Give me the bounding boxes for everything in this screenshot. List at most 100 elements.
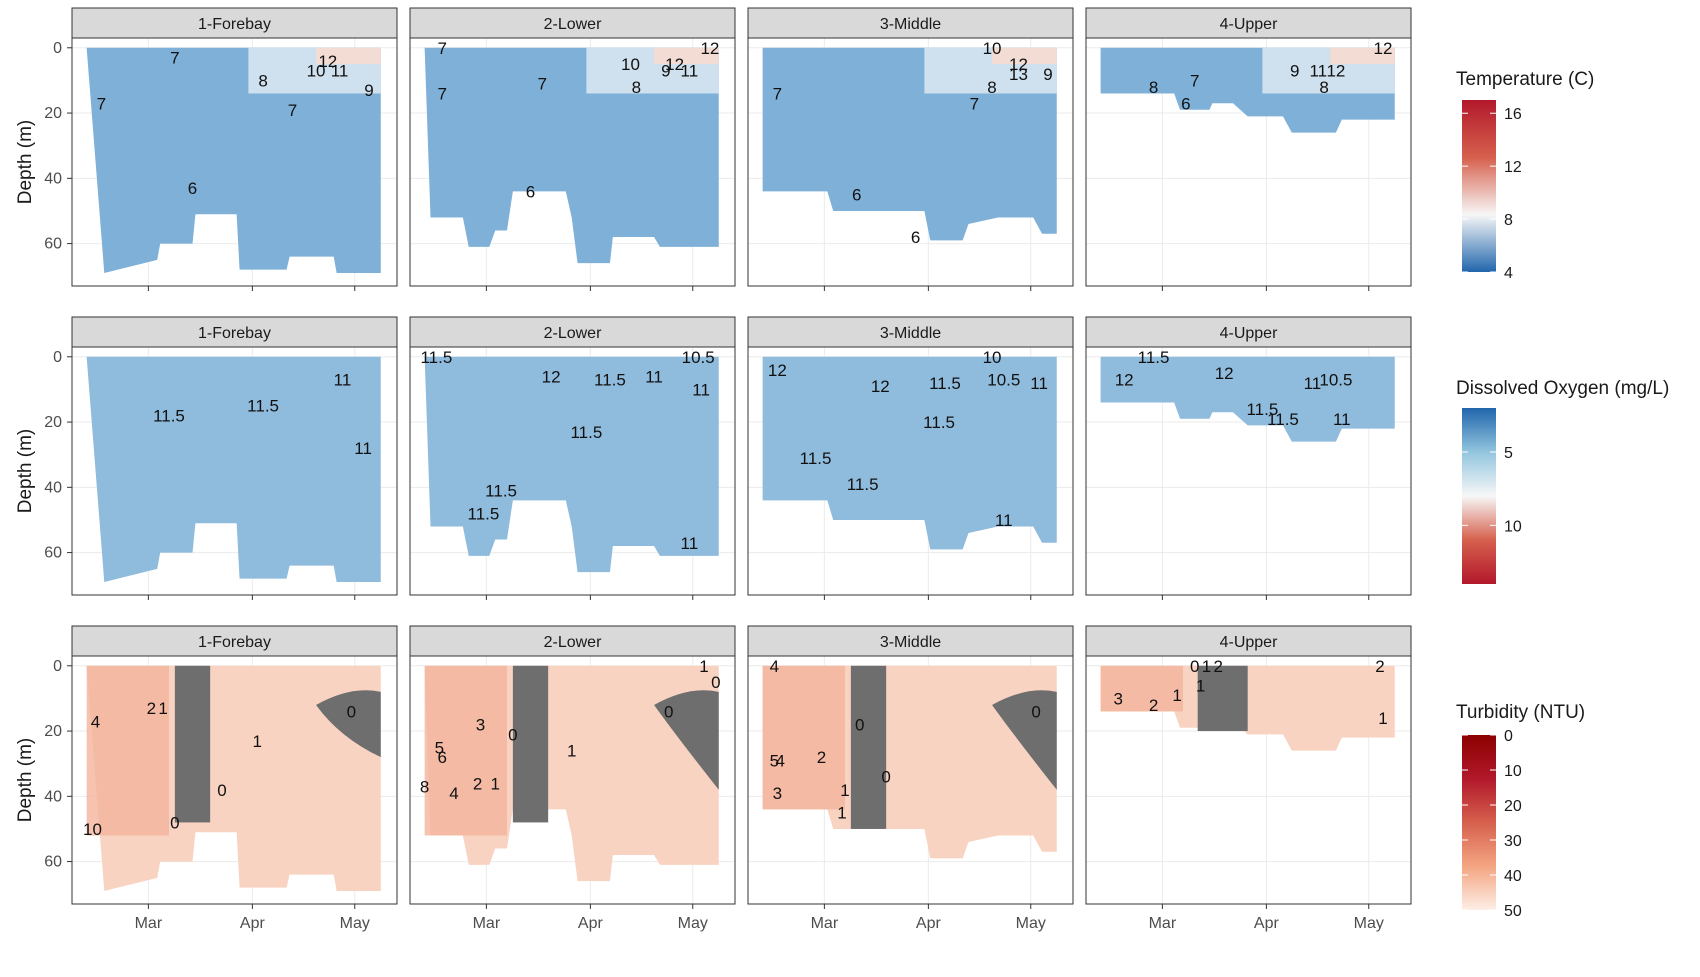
panel-3-Middle: 3-Middle 12 12 11.5 10.5 11 11.5 11.5 11.5 11 10: [747, 316, 1074, 600]
contour-label: 8: [420, 778, 429, 797]
contour-label: 2: [1375, 657, 1384, 676]
contour-label: 11: [334, 371, 352, 390]
contour-label: 0: [508, 725, 517, 744]
contour-label: 8: [1149, 78, 1158, 97]
panel-strip: [1085, 316, 1412, 348]
contour-label: 11: [692, 380, 710, 399]
turbid-region: [1100, 665, 1183, 712]
legend-tick-label: 50: [1504, 903, 1522, 920]
y-tick-label: 0: [53, 658, 62, 675]
legend-tick-label: 10: [1504, 518, 1522, 535]
legend-colorbar: [1462, 735, 1496, 910]
contour-label: 2: [1214, 657, 1223, 676]
legend-colorbar: [1462, 408, 1496, 584]
panel-border: [409, 655, 736, 905]
zero-region: [850, 665, 887, 829]
contour-label: 0: [1190, 657, 1199, 676]
y-tick-label: 20: [44, 723, 62, 740]
contour-label: 11.5: [468, 504, 500, 523]
contour-label: 1: [252, 732, 261, 751]
legend-tick-label: 12: [1504, 159, 1522, 176]
legend-title: Turbidity (NTU): [1456, 702, 1585, 723]
y-tick-label: 40: [44, 788, 62, 805]
legend-tick-label: 0: [1504, 728, 1513, 745]
contour-label: 12: [1115, 371, 1134, 390]
contour-label: 12: [542, 367, 561, 386]
contour-label: 6: [188, 179, 197, 198]
contour-label: 10: [621, 55, 640, 74]
contour-label: 0: [347, 702, 356, 721]
legend-tick-label: 40: [1504, 868, 1522, 885]
x-tick-label: Mar: [1149, 915, 1177, 932]
contour-label: 1: [837, 804, 846, 823]
contour-label: 9: [1043, 65, 1052, 84]
contour-label: 11: [1304, 374, 1322, 393]
contour-label: 12: [768, 361, 787, 380]
panel-strip-label: 3-Middle: [880, 16, 941, 33]
x-tick-label: Mar: [473, 915, 501, 932]
contour-label: 10.5: [682, 348, 715, 367]
y-axis-label: Depth (m): [15, 738, 36, 822]
panel-strip-label: 4-Upper: [1220, 325, 1278, 342]
panel-border: [1085, 655, 1412, 905]
data-field: [762, 356, 1057, 550]
contour-label: 4: [449, 784, 458, 803]
contour-label: 11.5: [923, 413, 955, 432]
contour-label: 6: [526, 182, 535, 201]
warm-surface-band: [654, 47, 719, 65]
contour-label: 10: [307, 62, 326, 81]
contour-label: 11: [1030, 374, 1048, 393]
contour-label: 11: [354, 439, 372, 458]
contour-label: 1: [1172, 686, 1181, 705]
contour-label: 11: [331, 62, 349, 81]
panel-border: [747, 346, 1074, 596]
panel-strip-label: 1-Forebay: [198, 634, 271, 651]
turbid-region: [762, 665, 845, 810]
contour-label: 6: [911, 228, 920, 247]
zero-region: [654, 690, 719, 790]
y-tick-label: 20: [44, 105, 62, 122]
contour-label: 13: [1009, 65, 1028, 84]
legend-tick-label: 5: [1504, 445, 1513, 462]
contour-label: 11.5: [929, 374, 961, 393]
contour-label: 11.5: [1246, 400, 1278, 419]
zero-region: [174, 665, 211, 823]
panel-border: [747, 655, 1074, 905]
y-tick-label: 20: [44, 414, 62, 431]
panel-1-Forebay: 1-Forebay 11.5 11.5 11 11: [71, 316, 398, 600]
contour-label: 11: [681, 62, 699, 81]
contour-label: 1: [1378, 709, 1387, 728]
contour-label: 10: [983, 39, 1002, 58]
panel-border: [1085, 37, 1412, 287]
panel-strip: [747, 7, 1074, 39]
contour-label: 11.5: [800, 449, 832, 468]
contour-label: 6: [852, 186, 861, 205]
x-tick-label: Apr: [916, 915, 942, 932]
contour-label: 10: [83, 820, 102, 839]
contour-label: 0: [855, 716, 864, 735]
panel-strip-label: 1-Forebay: [198, 16, 271, 33]
x-tick-label: Apr: [1254, 915, 1280, 932]
contour-label: 7: [97, 94, 106, 113]
contour-label: 6: [1181, 94, 1190, 113]
contour-label: 8: [1319, 78, 1328, 97]
legend-colorbar: [1462, 100, 1496, 272]
contour-label: 7: [773, 84, 782, 103]
data-field: [86, 356, 381, 582]
zero-region: [316, 690, 381, 758]
contour-label: 11.5: [847, 475, 879, 494]
contour-label: 4: [770, 657, 779, 676]
contour-label: 12: [871, 377, 890, 396]
contour-label: 2: [473, 774, 482, 793]
contour-label: 8: [987, 78, 996, 97]
legend-tick-label: 20: [1504, 798, 1522, 815]
panel-strip-label: 3-Middle: [880, 634, 941, 651]
contour-label: 10: [983, 348, 1002, 367]
x-tick-label: Mar: [811, 915, 839, 932]
panel-2-Lower: 2-Lower 11.5 12 11.5 11 10.5 11 11.5 11.5 11.5 11: [409, 316, 736, 600]
